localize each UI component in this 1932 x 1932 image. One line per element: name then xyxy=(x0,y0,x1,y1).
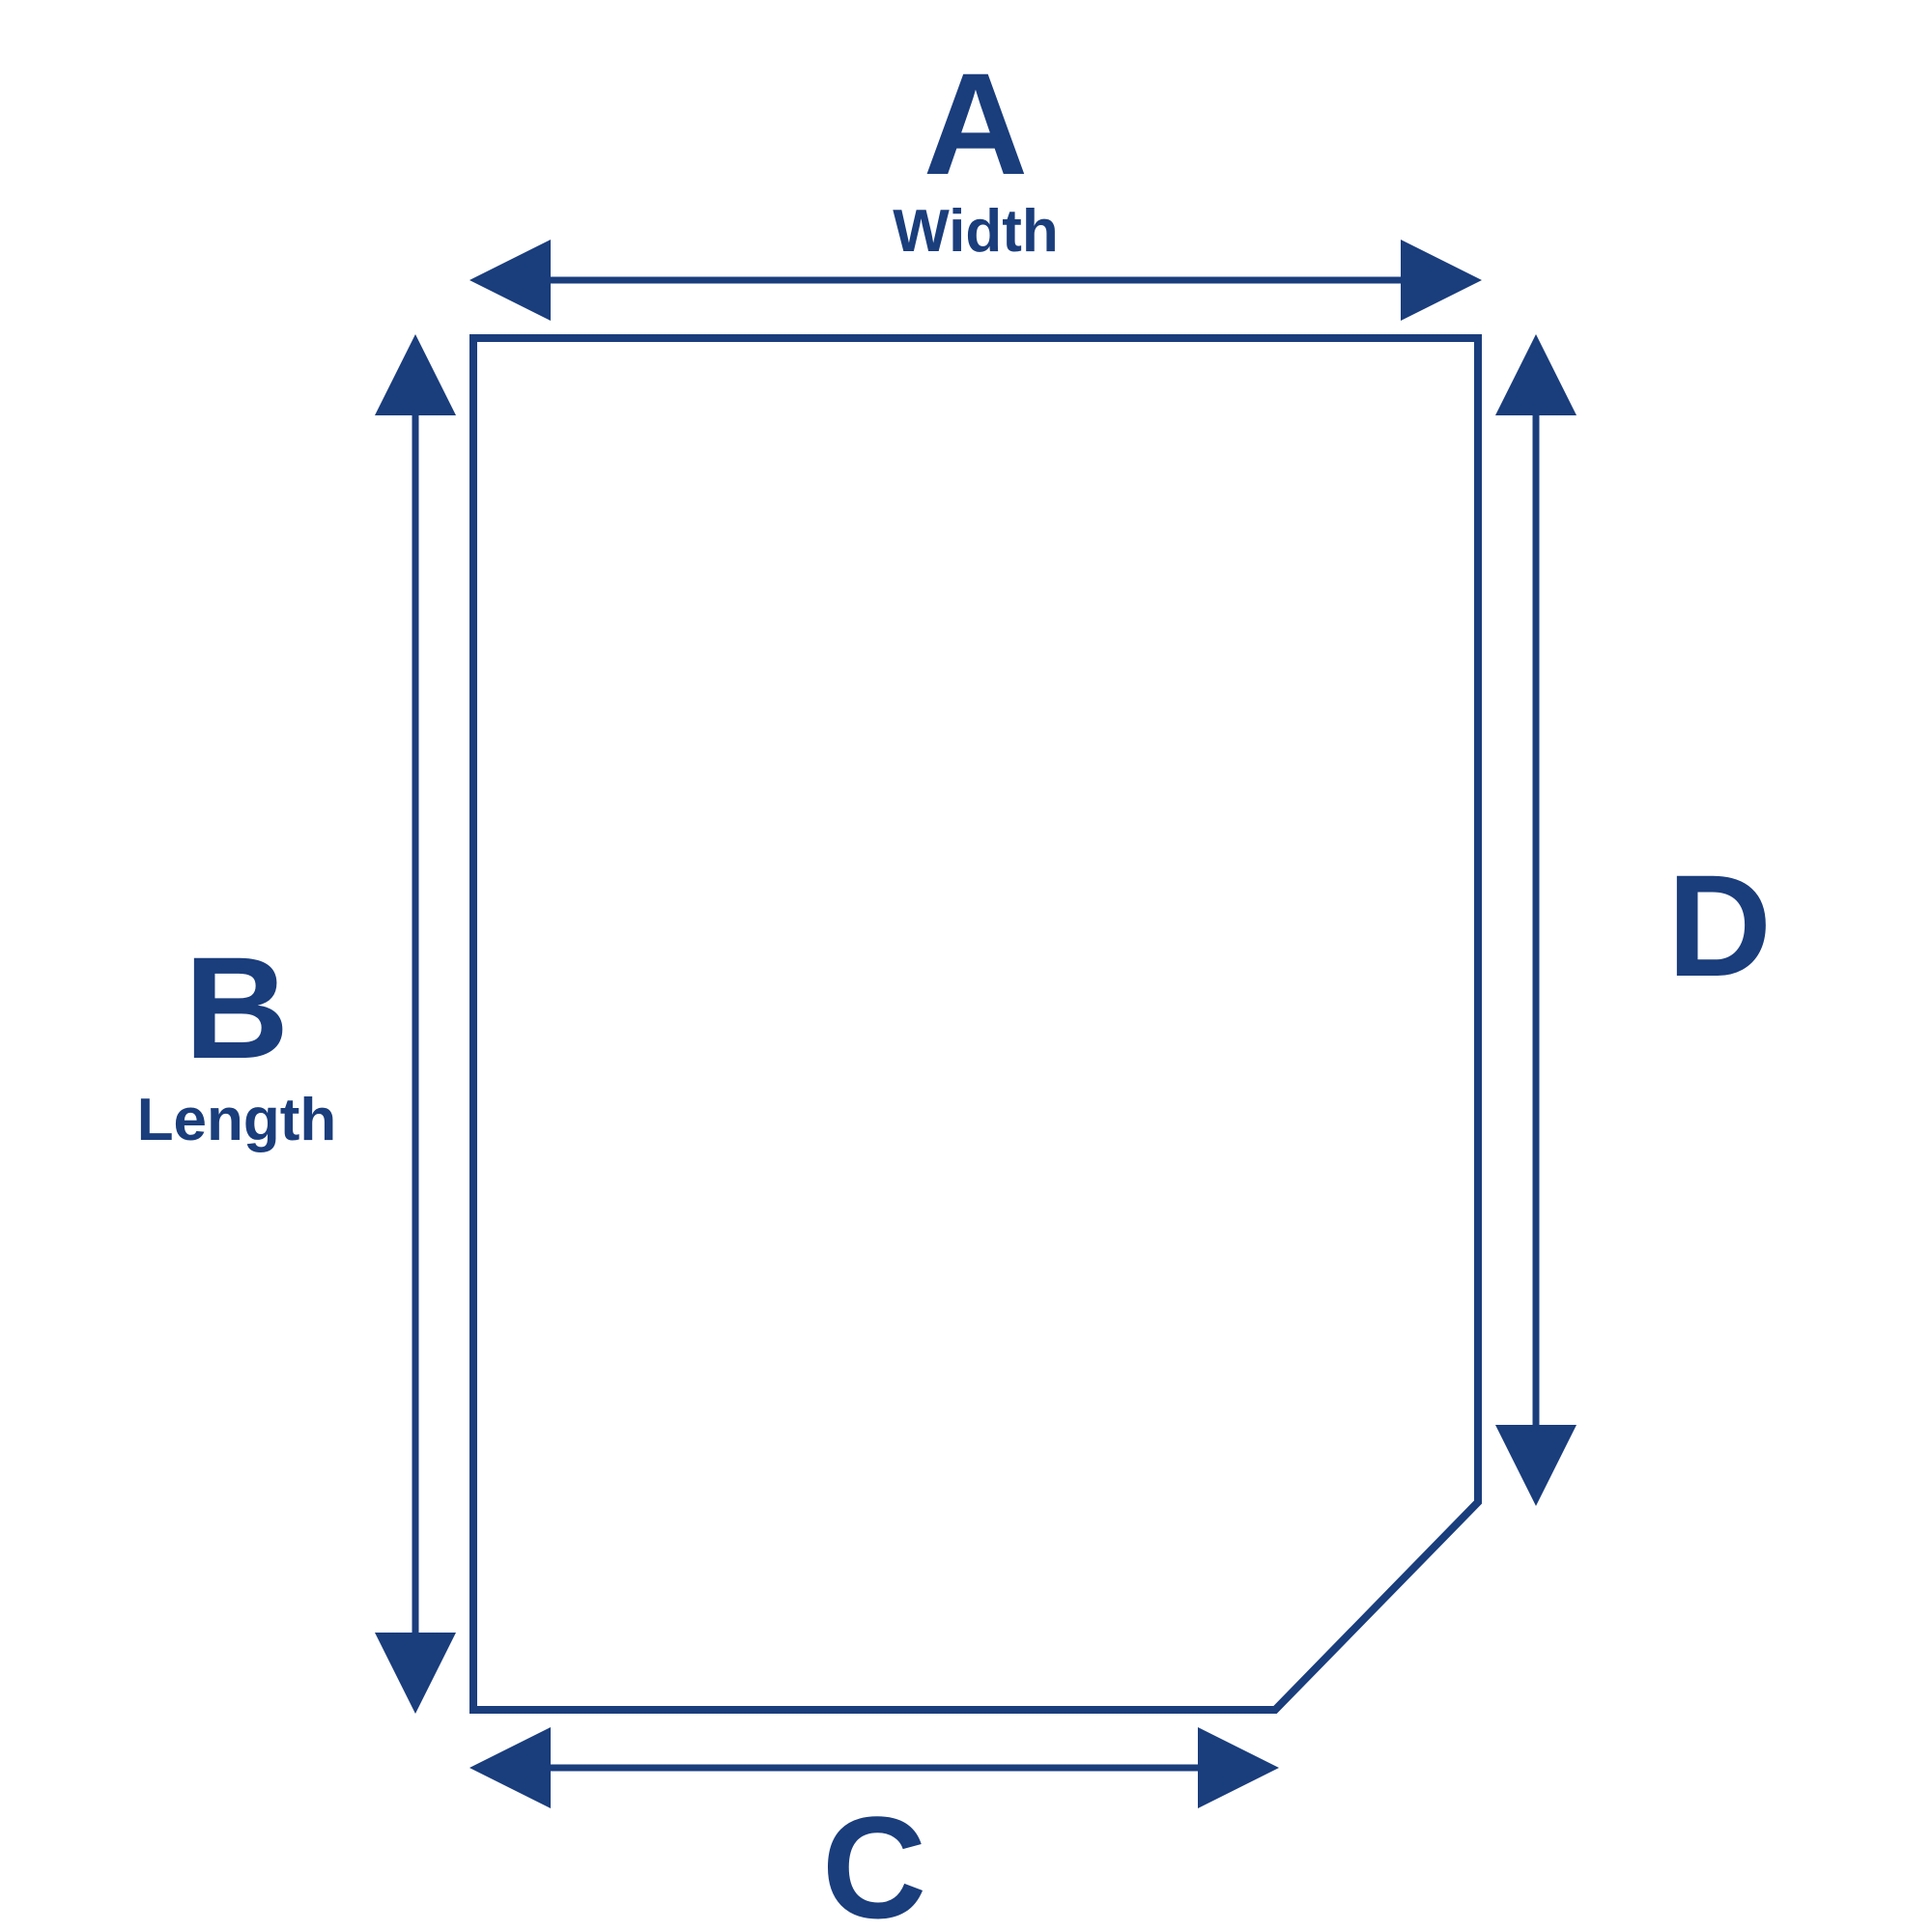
diagram-svg: A Width B Length C D xyxy=(0,0,1932,1932)
label-a-letter: A xyxy=(923,43,1028,205)
label-b-sub: Length xyxy=(137,1087,337,1153)
shape-outline xyxy=(473,338,1478,1710)
label-c-letter: C xyxy=(822,1786,926,1932)
label-a-sub: Width xyxy=(893,198,1059,265)
label-d-letter: D xyxy=(1667,844,1772,1007)
dimension-diagram: A Width B Length C D xyxy=(0,0,1932,1932)
label-b-letter: B xyxy=(185,926,289,1089)
